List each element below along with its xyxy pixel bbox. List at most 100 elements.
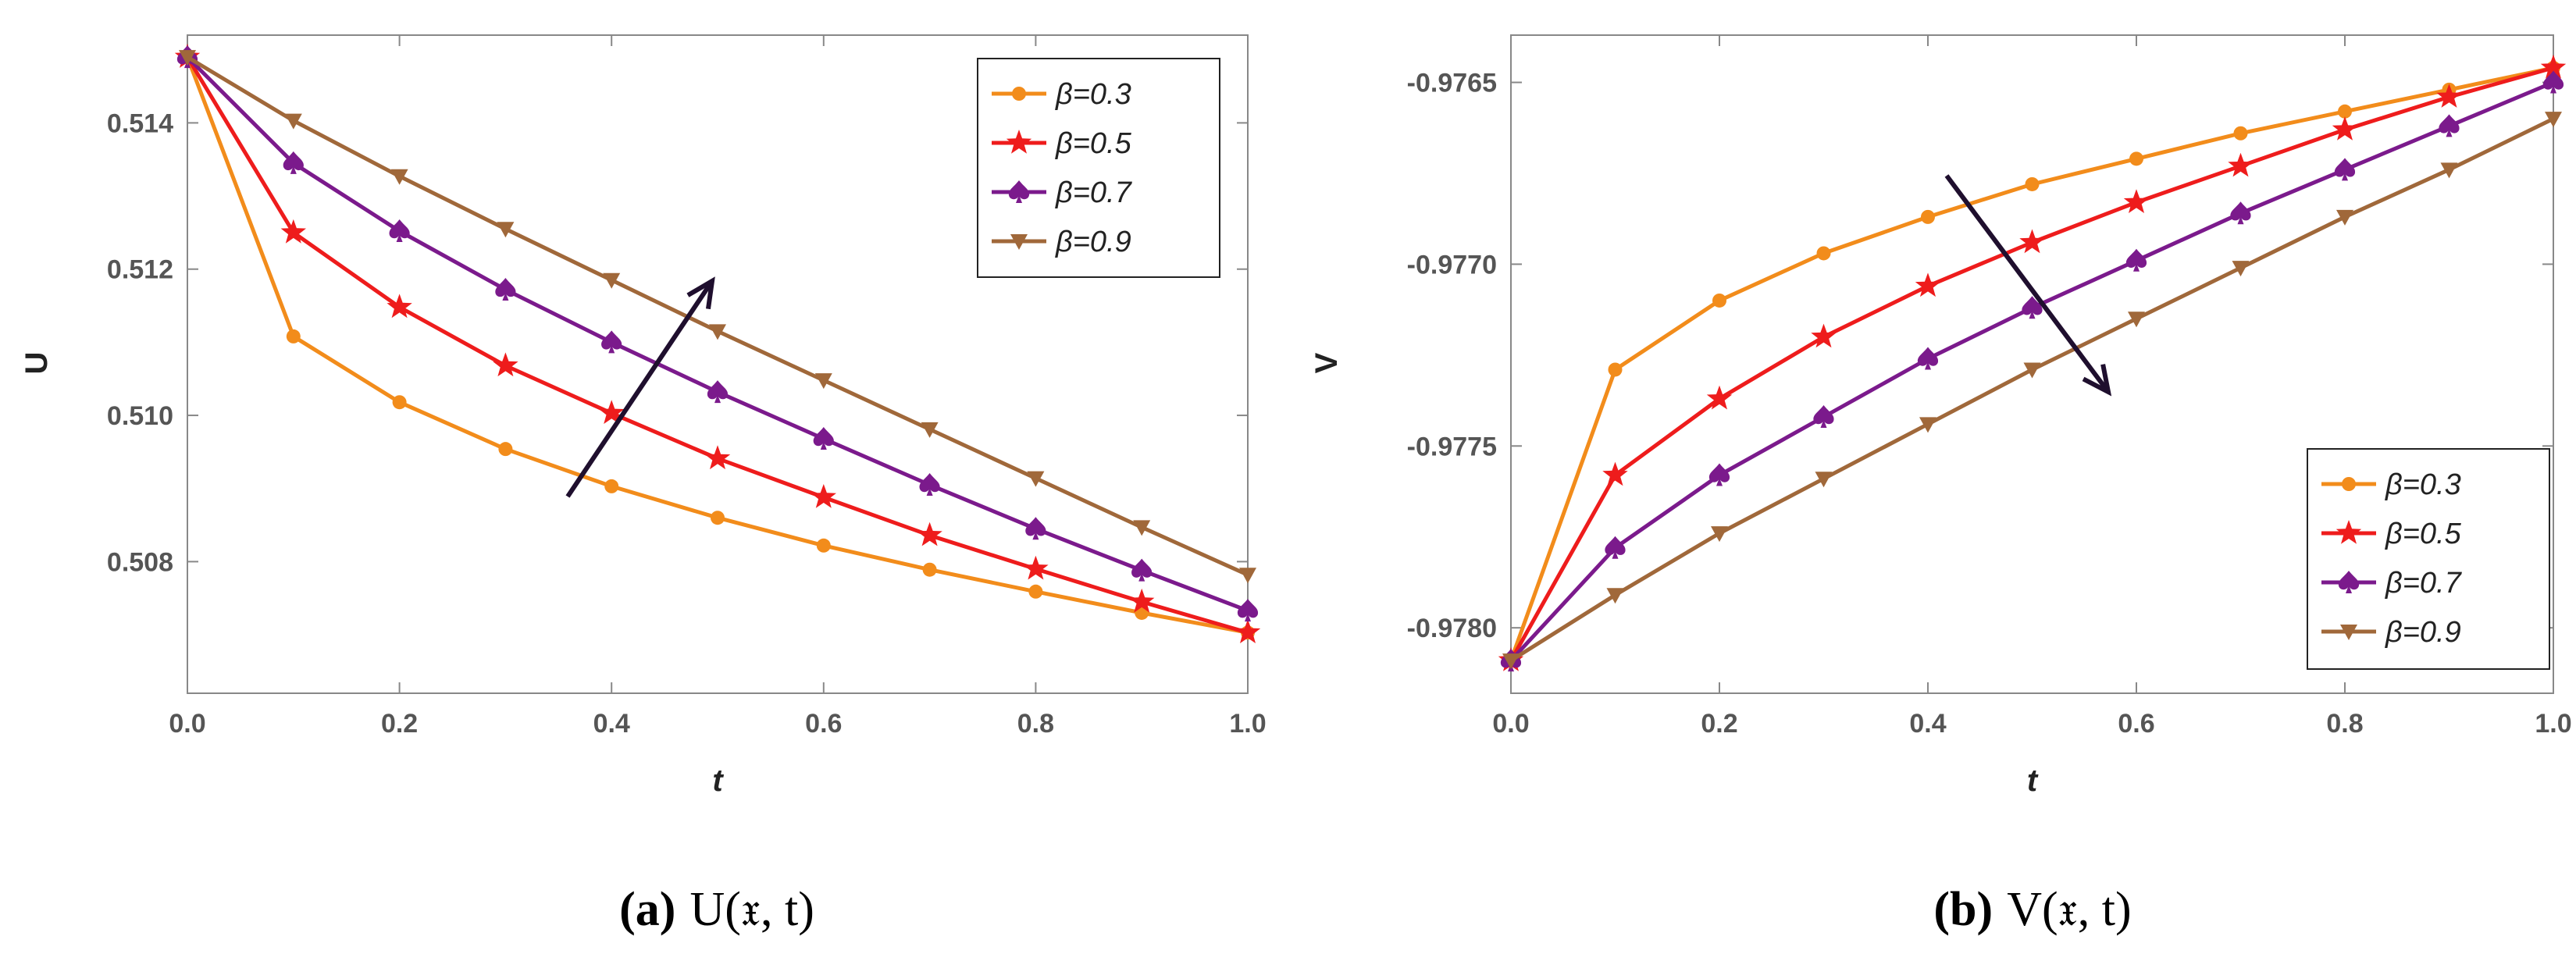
data-point [390, 169, 408, 185]
data-point [1239, 568, 1256, 584]
data-point [1816, 246, 1831, 261]
data-point [919, 473, 940, 497]
legend-marker [2342, 477, 2356, 491]
legend-label: β=0.5 [2385, 518, 2462, 550]
y-axis-label: V [1309, 352, 1344, 373]
data-point [1712, 293, 1726, 308]
x-tick-label: 0.2 [381, 709, 418, 739]
data-point [1133, 520, 1151, 536]
data-point [603, 272, 621, 289]
data-point [921, 422, 939, 438]
data-point [389, 219, 410, 243]
plot-frame [1510, 34, 2554, 694]
x-tick-label: 0.8 [2326, 709, 2363, 739]
data-point [2129, 151, 2143, 166]
data-point [816, 538, 831, 553]
data-point [2545, 112, 2562, 128]
legend-marker [1008, 180, 1030, 203]
legend-label: β=0.9 [1055, 226, 1131, 258]
data-point [707, 380, 729, 404]
series-star [1498, 54, 2567, 671]
data-point [1605, 536, 1626, 559]
x-axis-label: t [2027, 764, 2039, 798]
data-point [599, 400, 625, 424]
caption-math: V(𝔵, t) [2007, 883, 2131, 936]
data-point [2440, 162, 2458, 179]
arrow-head [2082, 364, 2112, 397]
series-star [174, 44, 1261, 643]
data-point [2228, 152, 2254, 177]
y-tick-label: -0.9765 [1407, 69, 1497, 98]
x-tick-label: 0.2 [1701, 709, 1737, 739]
data-point [2125, 248, 2147, 272]
x-tick-label: 0.6 [805, 709, 842, 739]
data-point [2232, 261, 2250, 277]
legend-marker [1012, 87, 1026, 101]
data-point [1606, 588, 1624, 604]
data-point [1815, 472, 1833, 488]
data-point [2019, 229, 2045, 254]
data-point [284, 113, 302, 130]
data-point [1921, 209, 1935, 224]
legend-label: β=0.5 [1055, 127, 1132, 160]
data-point [811, 484, 836, 508]
data-point [2022, 296, 2043, 319]
series-spade [1500, 70, 2564, 672]
y-tick-label: 0.512 [107, 255, 173, 285]
data-point [2540, 54, 2567, 79]
data-point [917, 521, 942, 546]
data-point [280, 219, 306, 244]
data-point [1711, 526, 1728, 543]
x-tick-label: 1.0 [1229, 709, 1266, 739]
data-point [2023, 362, 2041, 379]
data-point [2439, 114, 2460, 137]
legend: β=0.3 β=0.5 β=0.7 β=0.9 [2307, 448, 2550, 670]
trend-arrow [565, 276, 715, 498]
legend-label: β=0.3 [1055, 78, 1131, 111]
caption-math: U(𝔵, t) [689, 883, 814, 936]
chart-panel-b: 0.0 0.2 0.4 0.6 0.8 1.0 -0.9780 -0.9775 -0.9770 -… [1309, 34, 2572, 936]
data-point [1813, 405, 1834, 429]
y-tick-label: -0.9780 [1407, 614, 1497, 643]
data-point [814, 373, 832, 390]
data-point [1917, 347, 1939, 370]
data-point [1608, 362, 1623, 377]
trend-arrow [1944, 174, 2112, 397]
x-tick-label: 0.0 [1492, 709, 1529, 739]
legend-marker [2336, 520, 2362, 544]
caption-label: (a) [619, 883, 675, 936]
data-point [1706, 385, 1733, 410]
figure-caption: (b) V(𝔵, t) [1933, 883, 2131, 936]
data-point [1023, 555, 1049, 580]
series-triangle-down [1502, 112, 2562, 670]
x-tick-label: 1.0 [2535, 709, 2571, 739]
data-point [813, 427, 834, 450]
arrow-shaft [565, 279, 714, 498]
legend-label: β=0.3 [2385, 468, 2461, 501]
data-point [283, 151, 304, 174]
data-point [2123, 189, 2150, 213]
series-triangle-down [179, 50, 1256, 584]
legend-marker [1006, 130, 1032, 154]
plot-frame [187, 34, 1249, 694]
legend-marker [2340, 625, 2357, 640]
data-point [1129, 588, 1155, 613]
data-point [2230, 201, 2251, 225]
y-tick-label: -0.9775 [1407, 432, 1497, 461]
arrow-head [686, 276, 715, 310]
data-point [709, 324, 726, 340]
y-axis-label: U [20, 352, 54, 375]
figure-caption: (a) U(𝔵, t) [619, 883, 814, 936]
data-point [1025, 517, 1046, 540]
data-point [392, 395, 407, 410]
x-tick-label: 0.6 [2118, 709, 2154, 739]
arrow-shaft [1944, 174, 2111, 393]
data-point [1602, 461, 1628, 486]
data-point [711, 511, 725, 525]
data-point [387, 294, 412, 319]
data-point [2542, 70, 2564, 94]
data-point [1502, 653, 1520, 670]
data-point [2338, 104, 2352, 119]
data-point [1708, 463, 1730, 486]
